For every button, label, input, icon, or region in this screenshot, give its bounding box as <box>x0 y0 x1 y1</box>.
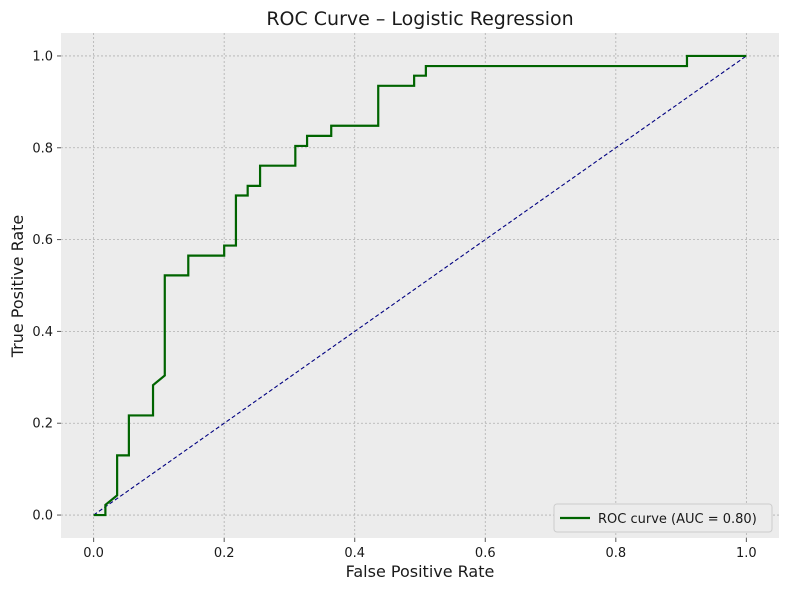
x-tick-label: 0.6 <box>475 546 496 561</box>
tick-layer: 0.0 0.2 0.4 0.6 0.8 1.0 0.0 0.2 0.4 0.6 0.8 1.0 <box>32 49 756 561</box>
y-axis-title: True Positive Rate <box>8 215 27 359</box>
y-tick-label: 0.2 <box>32 417 53 432</box>
y-tick-label: 0.6 <box>32 233 53 248</box>
chart-title: ROC Curve – Logistic Regression <box>266 8 573 30</box>
legend-box <box>553 503 773 533</box>
legend: ROC curve (AUC = 0.80) <box>553 503 773 533</box>
x-axis-title: False Positive Rate <box>346 562 495 581</box>
x-tick-label: 0.4 <box>344 546 365 561</box>
x-tick-label: 0.0 <box>83 546 104 561</box>
chance-diagonal-line <box>93 55 747 516</box>
y-tick-label: 0.0 <box>32 509 53 524</box>
legend-label-roc: ROC curve (AUC = 0.80) <box>598 512 757 527</box>
roc-curve-line <box>93 54 747 517</box>
y-tick-label: 1.0 <box>32 49 53 64</box>
y-tick-label: 0.4 <box>32 325 53 340</box>
x-tick-label: 1.0 <box>736 546 757 561</box>
grid-lines <box>61 33 779 538</box>
x-tick-label: 0.2 <box>214 546 235 561</box>
x-tick-label: 0.8 <box>605 546 626 561</box>
series-layer <box>93 54 747 517</box>
y-tick-label: 0.8 <box>32 141 53 156</box>
